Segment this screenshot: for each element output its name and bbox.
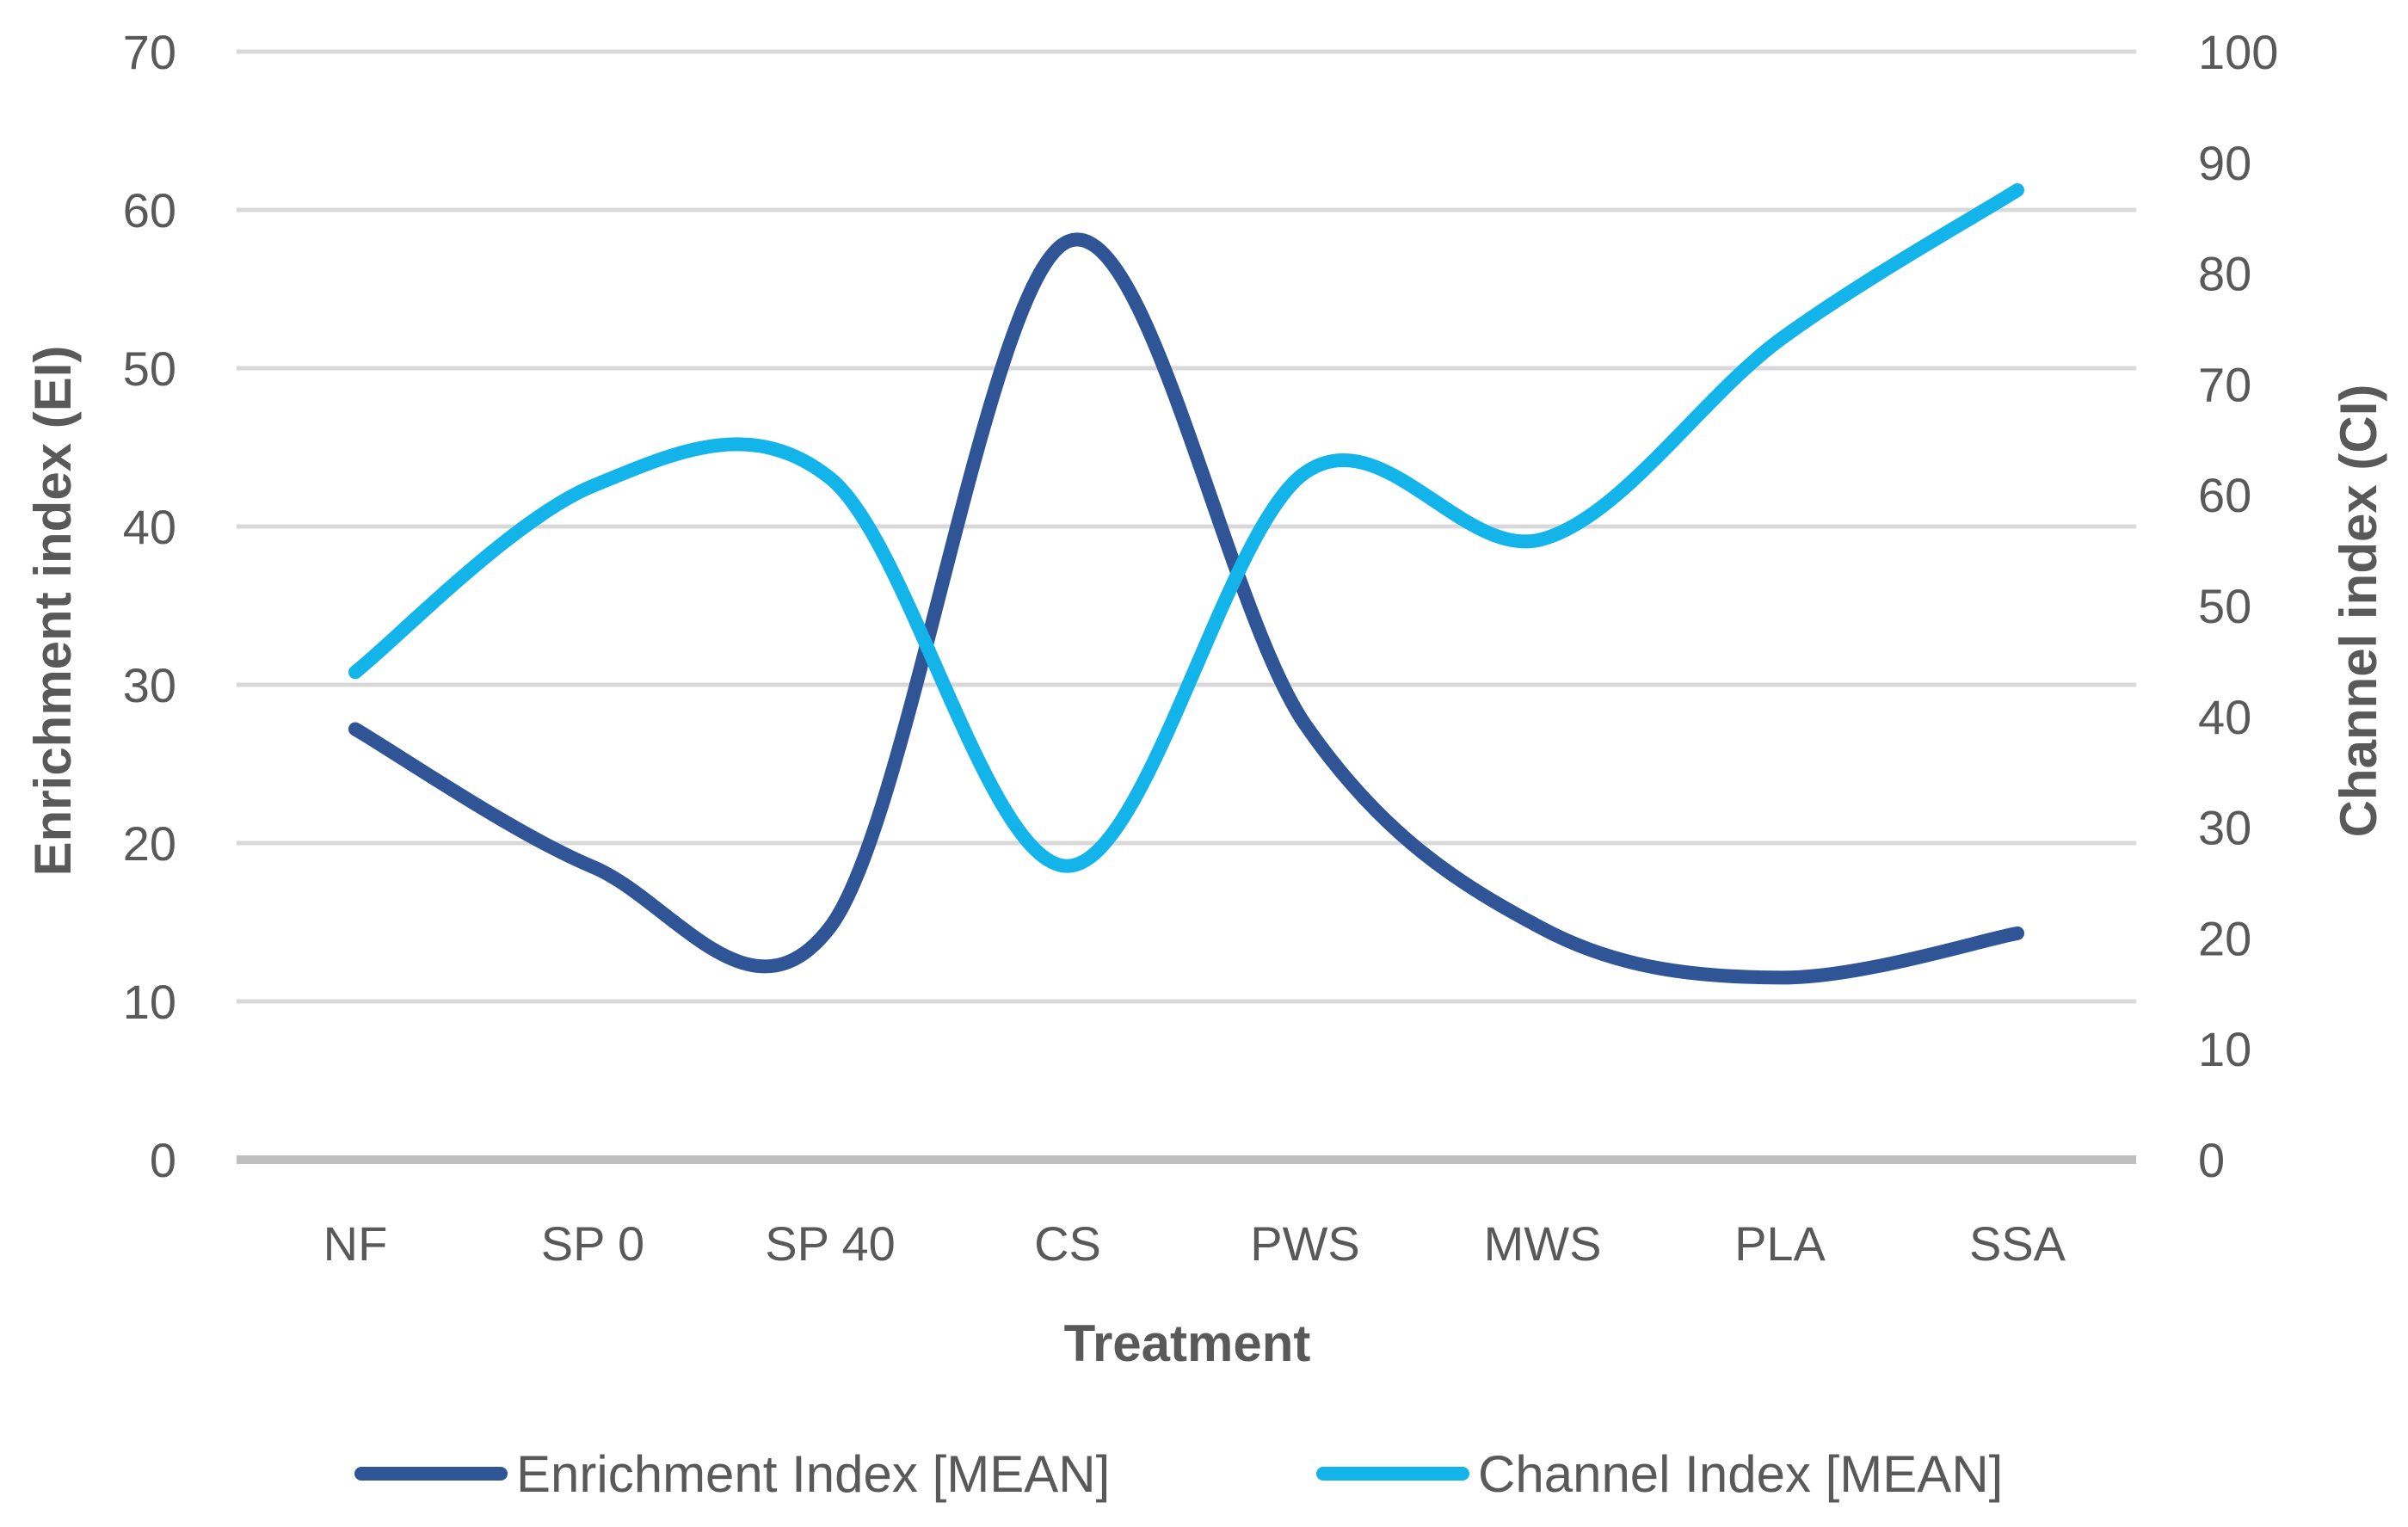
right-tick-label-50: 50 [2198, 579, 2251, 633]
left-tick-label-40: 40 [123, 500, 176, 554]
left-tick-label-20: 20 [123, 816, 176, 871]
data-point-enrichment-cs [1061, 235, 1075, 249]
x-tick-label-sp-0: SP 0 [541, 1216, 644, 1271]
x-axis-title: Treatment [1064, 1315, 1311, 1372]
x-axis-ticks: NF SP 0 SP 40 CS PWS MWS PLA SSA [323, 1216, 2066, 1271]
left-y-axis-ticks: 0 10 20 30 40 50 60 70 [123, 25, 176, 1187]
left-y-axis-title: Enrichment index (EI) [24, 346, 82, 877]
right-tick-label-10: 10 [2198, 1022, 2251, 1076]
left-tick-label-30: 30 [123, 658, 176, 712]
right-tick-label-40: 40 [2198, 690, 2251, 744]
left-tick-label-50: 50 [123, 342, 176, 396]
x-tick-label-nf: NF [323, 1216, 388, 1271]
series-line-channel [348, 183, 2024, 873]
right-tick-label-30: 30 [2198, 801, 2251, 855]
data-point-channel-cs [1061, 859, 1075, 873]
data-point-enrichment-ssa [2011, 927, 2024, 940]
right-tick-label-80: 80 [2198, 247, 2251, 301]
x-tick-label-pws: PWS [1250, 1216, 1360, 1271]
x-tick-label-cs: CS [1034, 1216, 1101, 1271]
data-point-enrichment-mws [1536, 921, 1549, 935]
series-layer [348, 183, 2024, 985]
right-tick-label-20: 20 [2198, 911, 2251, 965]
data-point-channel-sp-40 [823, 471, 837, 485]
legend-label-channel: Channel Index [MEAN] [1478, 1445, 2003, 1503]
x-tick-label-ssa: SSA [1969, 1216, 2066, 1271]
data-point-enrichment-sp-40 [823, 921, 837, 934]
right-tick-label-70: 70 [2198, 357, 2251, 411]
data-point-channel-mws [1536, 533, 1549, 546]
x-tick-label-mws: MWS [1484, 1216, 1602, 1271]
data-point-channel-ssa [2011, 183, 2024, 197]
left-tick-label-60: 60 [123, 183, 176, 237]
data-point-enrichment-nf [348, 723, 362, 736]
right-y-axis-title: Channel index (CI) [2330, 385, 2387, 838]
right-tick-label-90: 90 [2198, 136, 2251, 190]
data-point-enrichment-pws [1298, 717, 1312, 731]
x-tick-label-sp-40: SP 40 [765, 1216, 896, 1271]
left-tick-label-10: 10 [123, 975, 176, 1029]
left-tick-label-70: 70 [123, 25, 176, 79]
data-point-channel-pws [1298, 465, 1312, 479]
legend: Enrichment Index [MEAN] Channel Index [M… [354, 1445, 2003, 1503]
data-point-channel-sp-0 [586, 479, 600, 493]
right-tick-label-100: 100 [2198, 25, 2278, 79]
x-tick-label-pla: PLA [1734, 1216, 1826, 1271]
data-point-enrichment-sp-0 [586, 860, 600, 874]
data-point-channel-nf [348, 665, 362, 679]
legend-label-enrichment: Enrichment Index [MEAN] [516, 1445, 1110, 1503]
data-point-enrichment-pla [1773, 970, 1787, 984]
right-tick-label-60: 60 [2198, 468, 2251, 522]
right-y-axis-ticks: 0 10 20 30 40 50 60 70 80 90 100 [2198, 25, 2278, 1187]
left-tick-label-0: 0 [150, 1133, 176, 1187]
series-line-enrichment [348, 232, 2024, 985]
right-tick-label-0: 0 [2198, 1133, 2225, 1187]
data-point-channel-pla [1773, 333, 1787, 347]
